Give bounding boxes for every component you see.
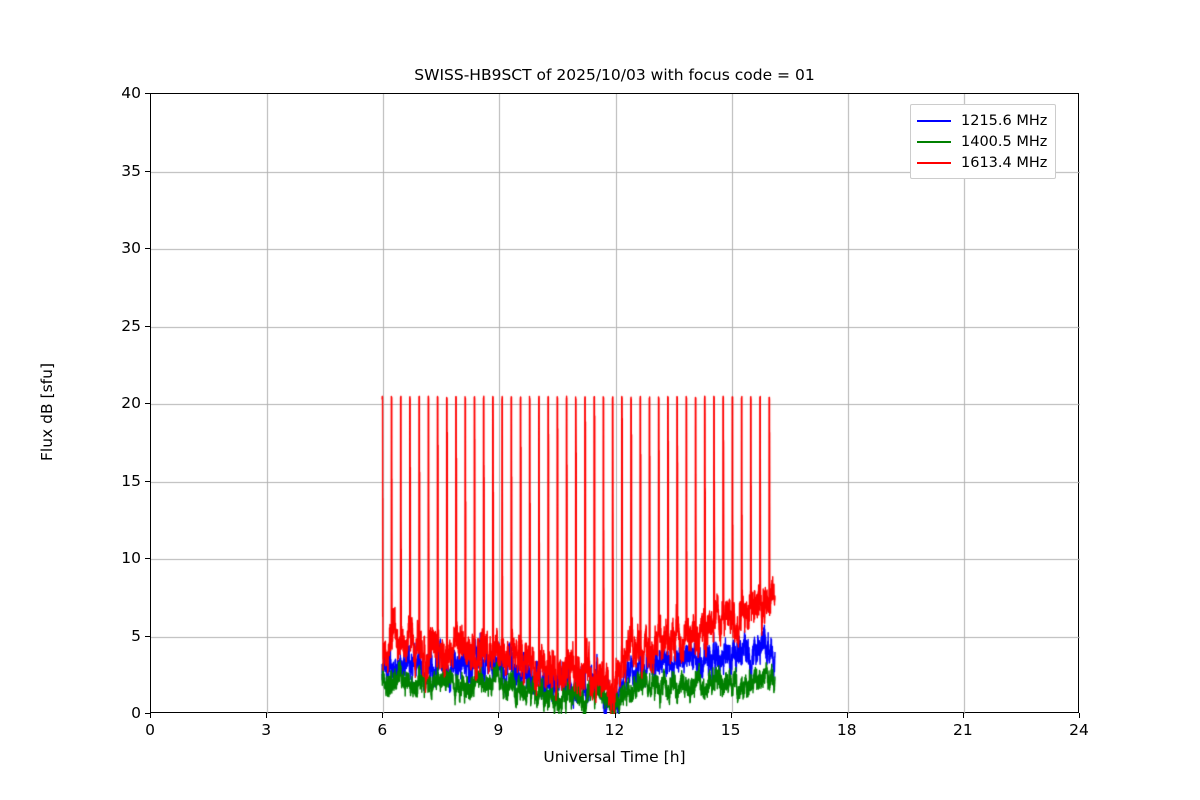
legend-item: 1215.6 MHz [917, 110, 1047, 131]
y-tick-mark [145, 248, 150, 249]
y-tick-label: 30 [121, 239, 141, 257]
x-tick-label: 12 [604, 721, 625, 739]
x-axis-label: Universal Time [h] [543, 748, 686, 766]
y-tick-label: 35 [121, 161, 141, 180]
x-tick-label: 6 [377, 721, 388, 739]
x-tick-mark [962, 713, 964, 718]
y-tick-label: 0 [131, 704, 141, 722]
y-tick-mark [145, 170, 150, 172]
legend-item: 1613.4 MHz [917, 152, 1047, 173]
x-tick-label: 21 [953, 721, 973, 739]
x-tick-label: 15 [720, 721, 741, 739]
x-tick-mark [846, 713, 848, 718]
y-tick-mark [145, 635, 150, 637]
y-tick-label: 20 [121, 394, 141, 412]
legend-item: 1400.5 MHz [917, 131, 1047, 152]
x-tick-mark [150, 713, 151, 718]
legend-label: 1400.5 MHz [961, 133, 1048, 150]
legend-color-swatch [917, 119, 951, 122]
y-tick-label: 25 [121, 316, 141, 335]
x-tick-mark [730, 713, 732, 718]
x-tick-label: 3 [261, 721, 272, 739]
x-tick-label: 18 [836, 721, 857, 739]
page-title: SWISS-HB9SCT of 2025/10/03 with focus co… [414, 66, 815, 84]
y-tick-label: 40 [121, 84, 141, 102]
legend-label: 1215.6 MHz [961, 112, 1048, 129]
x-tick-label: 24 [1069, 721, 1089, 739]
y-tick-mark [145, 558, 150, 559]
x-tick-label: 0 [145, 721, 155, 739]
legend-label: 1613.4 MHz [961, 154, 1048, 171]
y-tick-mark [145, 480, 150, 482]
x-tick-mark [382, 713, 384, 718]
x-tick-mark [266, 713, 268, 718]
y-tick-mark [145, 403, 150, 404]
y-tick-mark [145, 93, 150, 94]
legend: 1215.6 MHz 1400.5 MHz 1613.4 MHz [910, 104, 1057, 179]
y-axis-label: Flux dB [sfu] [38, 363, 56, 461]
plot-axes-area [150, 93, 1080, 714]
y-tick-label: 10 [121, 549, 141, 567]
x-tick-mark [498, 713, 500, 718]
y-tick-label: 5 [131, 626, 141, 645]
legend-color-swatch [917, 140, 951, 143]
y-tick-label: 15 [121, 471, 141, 490]
y-tick-mark [145, 713, 150, 714]
x-tick-mark [1079, 713, 1080, 718]
data-series-layer [151, 94, 1080, 714]
x-tick-mark [614, 713, 616, 718]
legend-color-swatch [917, 161, 951, 164]
x-tick-label: 9 [493, 721, 504, 739]
y-tick-mark [145, 325, 150, 327]
